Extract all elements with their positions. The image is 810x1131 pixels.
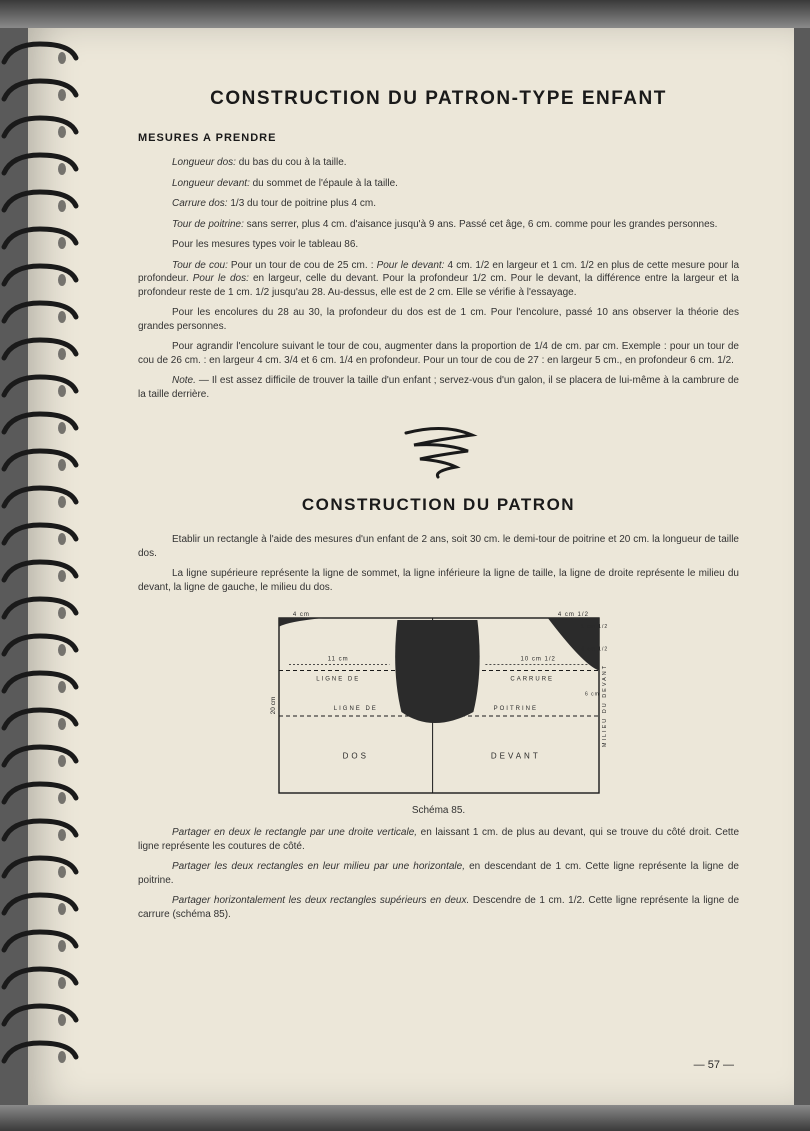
page-content: CONSTRUCTION DU PATRON-TYPE ENFANT MESUR… [138,88,739,921]
closing-1: Partager les deux rectangles en leur mil… [138,860,739,887]
section-mesures-title: MESURES A PRENDRE [138,132,739,144]
intro2-p2: La ligne supérieure représente la ligne … [138,567,739,594]
svg-text:LIGNE DE: LIGNE DE [333,706,377,712]
flourish-icon [394,421,484,481]
para-encolures: Pour les encolures du 28 au 30, la profo… [138,306,739,333]
measure-label: Tour de poitrine: [172,219,244,230]
svg-text:POITRINE: POITRINE [493,706,537,712]
measure-line-3: Tour de poitrine: sans serrer, plus 4 cm… [138,218,739,232]
tourcou-seg1: Pour un tour de cou de 25 cm. : [228,260,377,271]
page-edge-top [0,0,810,28]
para-note: Note. — Il est assez difficile de trouve… [138,374,739,401]
para-tour-de-cou: Tour de cou: Pour un tour de cou de 25 c… [138,259,739,300]
para-tableau: Pour les mesures types voir le tableau 8… [138,238,739,252]
measure-label: Longueur devant: [172,178,250,189]
pattern-diagram: 4 cm4 cm 1/220 cm30 cmMILIEU DU DEVANT1 … [269,606,609,801]
svg-text:4 cm 1/2: 4 cm 1/2 [581,646,608,652]
svg-text:11 cm: 11 cm [327,657,348,663]
main-heading: CONSTRUCTION DU PATRON-TYPE ENFANT [138,88,739,110]
measure-text: 1/3 du tour de poitrine plus 4 cm. [228,198,376,209]
svg-text:CARRURE: CARRURE [510,677,554,683]
closing-2: Partager horizontalement les deux rectan… [138,894,739,921]
diagram-caption: Schéma 85. [138,805,739,816]
para-agrandir: Pour agrandir l'encolure suivant le tour… [138,340,739,367]
svg-text:LIGNE DE: LIGNE DE [316,677,360,683]
page-number: — 57 — [694,1059,734,1071]
measure-line-2: Carrure dos: 1/3 du tour de poitrine plu… [138,197,739,211]
measure-label: Longueur dos: [172,157,236,168]
measure-line-1: Longueur devant: du sommet de l'épaule à… [138,177,739,191]
svg-text:MILIEU DU DEVANT: MILIEU DU DEVANT [602,664,608,747]
measure-text: du sommet de l'épaule à la taille. [250,178,398,189]
intro2-p1: Etablir un rectangle à l'aide des mesure… [138,533,739,560]
measure-label: Carrure dos: [172,198,228,209]
closing-ital: Partager en deux le rectangle par une dr… [172,827,417,838]
diagram-container: 4 cm4 cm 1/220 cm30 cmMILIEU DU DEVANT1 … [138,606,739,816]
svg-text:DOS: DOS [342,752,368,761]
svg-text:6 cm: 6 cm [585,691,600,697]
note-text: — Il est assez difficile de trouver la t… [138,375,739,400]
note-label: Note. [172,375,196,386]
svg-text:4 cm: 4 cm [292,612,309,618]
svg-text:DEVANT: DEVANT [490,752,540,761]
svg-text:4 cm 1/2: 4 cm 1/2 [557,612,588,618]
closing-ital: Partager les deux rectangles en leur mil… [172,861,465,872]
closing-ital: Partager horizontalement les deux rectan… [172,895,469,906]
closing-0: Partager en deux le rectangle par une dr… [138,826,739,853]
scanned-page: CONSTRUCTION DU PATRON-TYPE ENFANT MESUR… [28,28,794,1105]
measure-text: sans serrer, plus 4 cm. d'aisance jusqu'… [244,219,718,230]
measure-line-0: Longueur dos: du bas du cou à la taille. [138,156,739,170]
svg-text:20 cm: 20 cm [270,697,277,715]
tourcou-label2: Pour le devant: [377,260,445,271]
tourcou-label: Tour de cou: [172,260,228,271]
measure-text: du bas du cou à la taille. [236,157,347,168]
section2-heading: CONSTRUCTION DU PATRON [138,495,739,515]
svg-text:1 cm 1/2: 1 cm 1/2 [581,624,608,630]
svg-text:10 cm 1/2: 10 cm 1/2 [520,657,555,663]
page-edge-bottom [0,1105,810,1131]
tourcou-label3: Pour le dos: [193,273,249,284]
